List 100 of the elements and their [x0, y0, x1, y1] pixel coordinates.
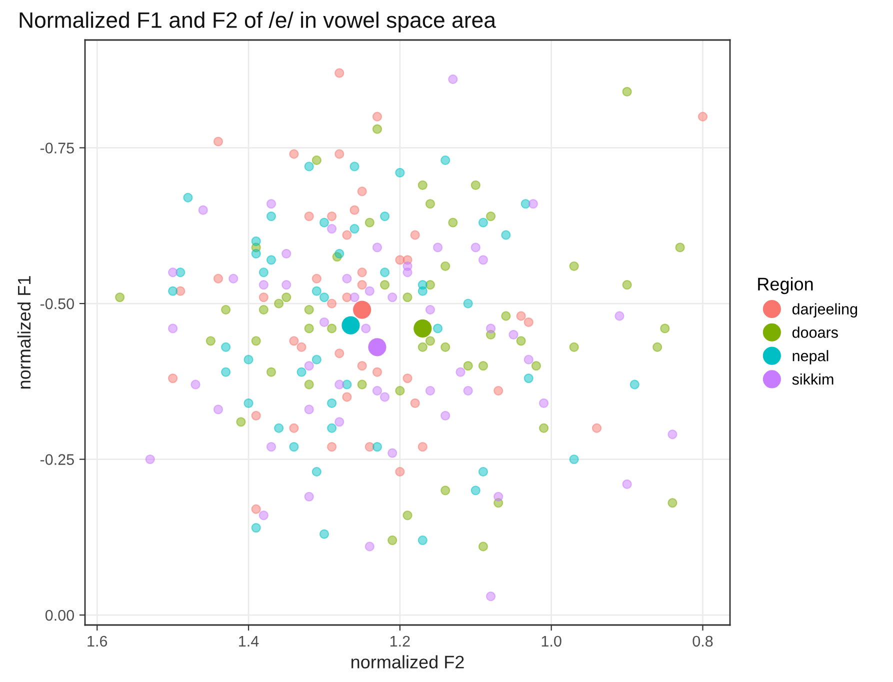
point: [296, 342, 306, 352]
point: [432, 324, 443, 334]
point: [425, 304, 436, 315]
point: [312, 155, 322, 166]
point: [614, 311, 624, 321]
point: [524, 373, 534, 384]
point: [357, 186, 367, 196]
point: [357, 360, 367, 371]
point: [304, 492, 314, 502]
point: [652, 342, 662, 352]
point: [326, 324, 337, 334]
point: [501, 230, 511, 240]
point: [266, 442, 276, 452]
point: [395, 168, 405, 178]
point: [334, 248, 344, 259]
point: [440, 486, 450, 496]
x-axis-title: normalized F2: [352, 655, 464, 668]
point: [622, 479, 632, 490]
point: [168, 324, 178, 334]
point: [630, 380, 640, 390]
point: [114, 292, 125, 302]
point: [463, 298, 473, 308]
point: [361, 324, 371, 334]
point: [244, 398, 254, 408]
point: [440, 342, 450, 352]
point: [251, 504, 261, 514]
point: [372, 112, 382, 122]
point: [266, 255, 276, 265]
point: [198, 205, 208, 215]
point: [675, 242, 685, 252]
point: [334, 348, 344, 358]
point: [319, 292, 330, 302]
point: [372, 442, 382, 452]
point: [251, 336, 261, 346]
point: [319, 529, 330, 539]
point: [470, 242, 480, 252]
point: [213, 274, 224, 284]
point: [326, 442, 337, 452]
point: [258, 268, 268, 278]
point: [350, 205, 360, 215]
point: [183, 192, 193, 202]
point: [660, 324, 670, 334]
point: [220, 367, 231, 377]
point: [418, 180, 428, 190]
point: [456, 367, 466, 377]
point: [622, 86, 632, 97]
point: [213, 136, 224, 146]
legend-label: sikkim: [792, 373, 834, 385]
point: [312, 274, 322, 284]
point: [524, 354, 534, 364]
point: [364, 218, 374, 228]
point: [395, 386, 405, 396]
point: [282, 248, 292, 259]
point: [418, 342, 428, 352]
point: [206, 336, 216, 346]
point: [470, 180, 480, 190]
point: [342, 274, 352, 284]
point: [402, 268, 412, 278]
point: [418, 442, 428, 452]
point: [524, 317, 534, 328]
point: [486, 324, 496, 334]
point: [463, 386, 473, 396]
x-tick-label: 1.6: [88, 636, 108, 647]
point: [538, 398, 549, 408]
point: [168, 268, 178, 278]
point: [478, 542, 488, 552]
point: [282, 292, 292, 302]
point: [486, 592, 496, 602]
point: [304, 304, 314, 315]
point: [350, 162, 360, 172]
point: [274, 423, 284, 433]
point: [319, 317, 330, 328]
point: [380, 211, 390, 222]
point: [569, 342, 579, 352]
point: [350, 292, 360, 302]
point: [478, 218, 488, 228]
point: [251, 522, 261, 533]
point: [350, 224, 360, 234]
point: [425, 386, 436, 396]
legend-label: nepal: [792, 350, 828, 364]
x-tick-label: 1.0: [542, 636, 562, 647]
point: [289, 336, 299, 346]
point: [304, 324, 314, 334]
legend-label: darjeeling: [792, 303, 858, 318]
point: [501, 311, 511, 321]
point: [296, 367, 306, 377]
point: [448, 218, 458, 228]
y-tick-label: -0.75: [40, 142, 74, 154]
point: [289, 442, 299, 452]
point: [326, 423, 337, 433]
point: [402, 292, 412, 302]
point: [251, 248, 261, 259]
y-axis-title: normalized F1: [17, 276, 31, 388]
y-tick-label: -0.25: [40, 454, 74, 465]
point: [364, 542, 374, 552]
point: [531, 360, 542, 371]
point: [168, 373, 178, 384]
point: [448, 74, 458, 84]
point: [304, 211, 314, 222]
point: [380, 392, 390, 402]
